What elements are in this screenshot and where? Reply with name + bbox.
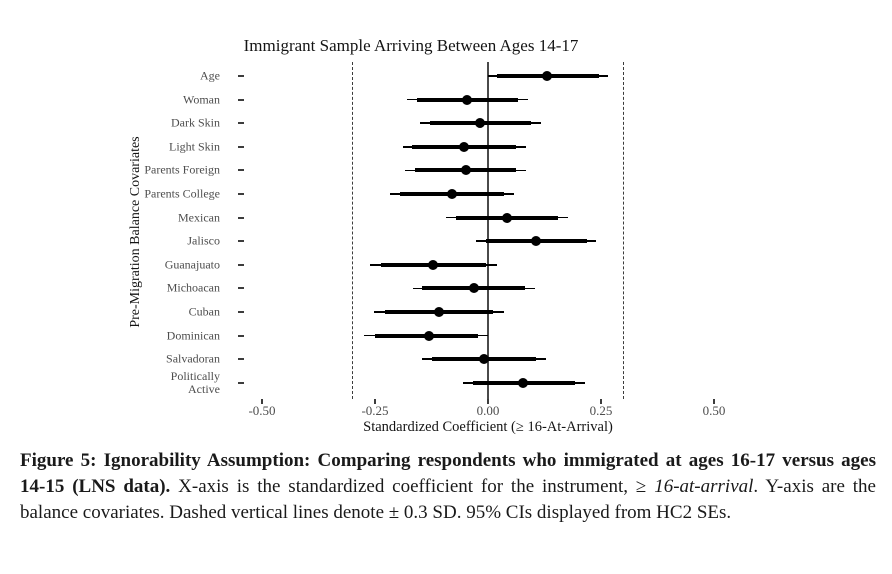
x-tick-label: -0.25	[361, 403, 389, 418]
caption-normal-text-1: X-axis is the standardized coefficient f…	[170, 476, 655, 497]
point-estimate-dot	[474, 118, 485, 129]
y-tick	[238, 122, 244, 125]
y-axis-category-label: Cuban	[188, 304, 220, 319]
x-tick	[600, 399, 602, 404]
y-tick	[238, 287, 244, 290]
point-estimate-dot	[447, 189, 458, 199]
zero-reference-line	[487, 62, 489, 404]
y-axis-category-label: Dominican	[166, 328, 220, 343]
y-tick	[238, 75, 244, 77]
point-estimate-dot	[423, 330, 434, 341]
y-tick	[238, 334, 244, 337]
y-axis-category-label: Politically Active	[170, 368, 220, 396]
y-tick	[238, 358, 244, 361]
y-tick	[238, 193, 244, 195]
y-axis-category-label: Parents Foreign	[144, 162, 220, 177]
point-estimate-dot	[541, 71, 552, 81]
x-tick	[374, 399, 376, 404]
y-tick	[238, 240, 244, 243]
y-axis-category-label: Mexican	[178, 210, 220, 225]
caption-normal-text-2: . Y-axis are the balance covariates. Das…	[20, 476, 876, 523]
point-estimate-dot	[468, 283, 479, 294]
x-tick-label: -0.50	[248, 403, 276, 418]
y-tick	[238, 381, 244, 384]
y-tick	[238, 169, 244, 172]
point-estimate-dot	[427, 259, 438, 270]
y-tick	[238, 98, 244, 101]
point-estimate-dot	[462, 94, 473, 105]
y-tick	[238, 145, 244, 148]
x-tick-label: 0.00	[476, 403, 500, 418]
y-axis-category-label: Light Skin	[168, 139, 220, 154]
point-estimate-dot	[502, 212, 513, 223]
caption-bold-text: Figure 5: Ignorability Assumption: Compa…	[20, 450, 876, 497]
x-tick-label: 0.25	[589, 403, 613, 418]
caption-italic-text: 16-at-arrival	[654, 476, 754, 497]
y-tick	[238, 216, 244, 219]
point-estimate-dot	[459, 141, 470, 152]
dashed-line-pos-0.3	[622, 62, 624, 399]
x-tick-label: 0.50	[702, 403, 726, 418]
point-estimate-dot	[531, 236, 542, 247]
y-axis-category-label: Michoacan	[166, 280, 220, 295]
x-axis-title: Standardized Coefficient (≥ 16-At-Arriva…	[363, 419, 613, 435]
x-tick	[261, 399, 263, 404]
dashed-line-neg-0.3	[351, 62, 353, 399]
x-tick	[713, 399, 715, 404]
chart-title: Immigrant Sample Arriving Between Ages 1…	[243, 36, 579, 55]
y-tick	[238, 311, 244, 313]
y-axis-category-label: Woman	[182, 92, 220, 107]
y-axis-category-label: Jalisco	[187, 233, 220, 248]
y-axis-category-label: Salvadoran	[166, 351, 220, 366]
y-axis-category-label: Dark Skin	[171, 115, 220, 130]
point-estimate-dot	[478, 354, 489, 365]
y-axis-category-label: Parents College	[144, 186, 220, 201]
point-estimate-dot	[517, 377, 528, 388]
y-axis-category-label: Guanajuato	[164, 257, 220, 272]
y-axis-category-label: Age	[200, 68, 220, 83]
point-estimate-dot	[434, 307, 445, 317]
figure-caption: Figure 5: Ignorability Assumption: Compa…	[20, 448, 876, 526]
point-estimate-dot	[461, 165, 472, 176]
y-tick	[238, 263, 244, 266]
x-tick	[487, 399, 489, 404]
